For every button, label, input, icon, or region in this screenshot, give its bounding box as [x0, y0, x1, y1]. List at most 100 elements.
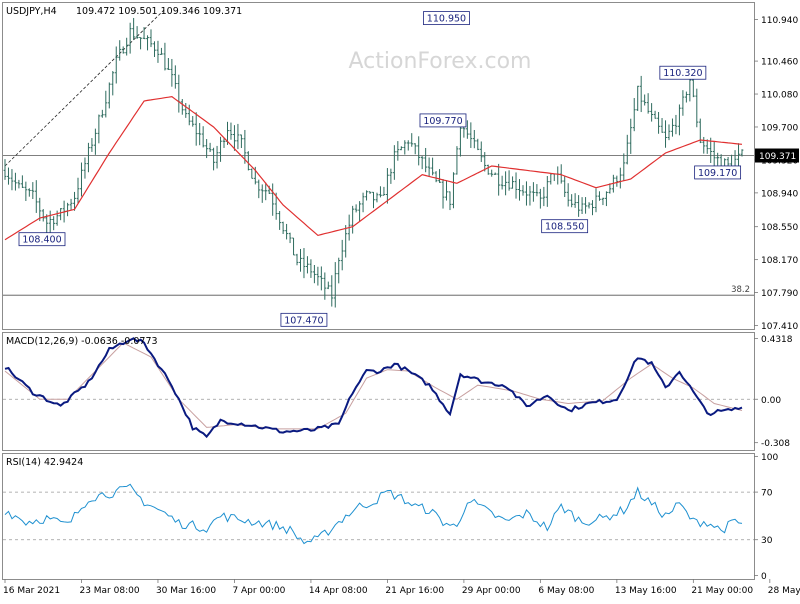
price-bar	[632, 98, 636, 132]
price-bar	[107, 82, 111, 109]
price-bar	[73, 191, 76, 211]
price-bar	[705, 139, 709, 154]
y-tick-label: 108.170	[761, 256, 798, 266]
price-annotation: 108.550	[541, 219, 589, 234]
price-bar	[135, 26, 139, 39]
watermark: ActionForex.com	[349, 49, 532, 74]
price-annotation-box	[419, 113, 467, 128]
price-bar	[212, 147, 215, 171]
price-bar	[716, 152, 720, 166]
price-bar	[90, 138, 94, 152]
price-bar	[316, 266, 320, 286]
price-bar	[17, 179, 21, 189]
price-bar	[417, 136, 421, 166]
price-bar	[34, 180, 38, 213]
y-tick-label: 30	[761, 536, 773, 546]
price-bar	[163, 42, 167, 71]
price-bar	[104, 90, 108, 118]
price-annotation-box	[541, 219, 589, 234]
price-bar	[399, 146, 403, 151]
price-bar	[27, 188, 31, 197]
price-bar	[594, 188, 598, 213]
price-bar	[570, 194, 574, 208]
price-bar	[490, 169, 494, 177]
price-bar	[525, 181, 528, 206]
price-bar	[643, 94, 647, 106]
price-annotation: 107.470	[280, 312, 328, 327]
price-bar	[427, 157, 431, 177]
y-tick-label: 110.940	[761, 16, 798, 26]
price-bar	[187, 104, 191, 126]
price-bar	[337, 257, 341, 284]
price-bar	[580, 197, 584, 215]
price-bar	[459, 127, 462, 157]
price-bar	[438, 169, 441, 183]
price-bar	[424, 147, 428, 173]
price-bar	[333, 262, 337, 308]
price-bar	[566, 183, 570, 207]
price-bar	[306, 256, 309, 274]
price-bar	[111, 71, 115, 96]
y-tick-label: 0.4318	[761, 335, 793, 345]
x-tick-label: 13 May 16:00	[615, 586, 677, 596]
price-bar	[479, 141, 483, 162]
price-bar	[173, 65, 177, 89]
price-annotation-label: 110.320	[663, 68, 702, 79]
price-annotation-label: 109.770	[423, 116, 462, 127]
price-bar	[678, 104, 681, 136]
moving-average-line	[4, 95, 743, 241]
price-annotation-box	[423, 11, 470, 26]
price-bar	[285, 223, 288, 240]
price-bar	[69, 198, 73, 210]
y-tick-label: 110.460	[761, 58, 798, 68]
price-bar	[139, 36, 142, 50]
price-bar	[483, 152, 487, 172]
trendline	[4, 8, 166, 167]
price-bar	[281, 221, 285, 235]
price-bar	[511, 176, 514, 189]
price-bar	[340, 239, 344, 271]
price-bar	[441, 179, 445, 209]
price-bar	[361, 192, 365, 213]
price-bar	[97, 114, 101, 144]
price-bar	[7, 167, 10, 185]
y-tick-label: 100	[761, 453, 778, 463]
current-price-label: 109.371	[759, 152, 796, 162]
price-bar	[344, 225, 348, 258]
price-bar	[448, 191, 452, 211]
price-bar	[14, 172, 17, 191]
price-bar	[389, 168, 393, 184]
price-bar	[76, 177, 80, 204]
price-bar	[3, 159, 7, 180]
price-bar	[208, 142, 212, 153]
price-bar	[83, 157, 87, 179]
price-bar	[434, 171, 438, 183]
price-bar	[698, 118, 702, 144]
price-bar	[392, 145, 396, 180]
y-tick-label: 0	[761, 572, 767, 582]
price-bar	[493, 172, 497, 175]
price-bar	[472, 129, 476, 149]
price-bar	[646, 93, 650, 114]
price-bar	[118, 40, 122, 61]
price-bar	[271, 183, 275, 216]
price-bar	[386, 168, 389, 204]
price-bar	[229, 122, 233, 140]
price-bar	[257, 179, 261, 199]
price-bar	[535, 184, 539, 197]
price-bar	[452, 172, 455, 209]
price-bar	[10, 169, 14, 191]
price-bar	[532, 182, 535, 202]
fibonacci-level-label: 38.2	[731, 285, 750, 295]
price-bar	[292, 237, 295, 256]
price-bar	[587, 202, 591, 209]
price-bar	[24, 181, 28, 201]
price-bar	[156, 40, 160, 63]
x-tick-label: 23 Mar 08:00	[79, 586, 139, 596]
price-bar	[351, 205, 355, 234]
price-bar	[194, 112, 198, 146]
price-bar	[100, 109, 104, 118]
x-tick-label: 29 Apr 00:00	[462, 586, 521, 596]
price-bar	[507, 170, 511, 191]
price-bar	[684, 91, 688, 103]
